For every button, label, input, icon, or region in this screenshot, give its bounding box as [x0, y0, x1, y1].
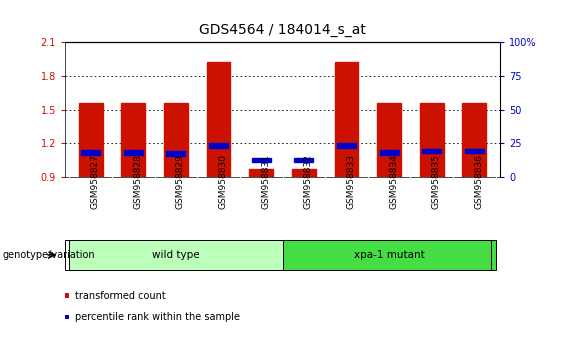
Text: GSM958835: GSM958835	[432, 154, 441, 210]
Text: xpa-1 mutant: xpa-1 mutant	[354, 250, 424, 260]
Bar	[249, 169, 273, 177]
Bar	[209, 143, 228, 148]
Bar	[79, 103, 102, 177]
Text: GSM958827: GSM958827	[90, 154, 99, 210]
Bar	[81, 150, 100, 155]
Bar	[121, 103, 145, 177]
Text: GSM958834: GSM958834	[389, 154, 398, 210]
Text: GSM958828: GSM958828	[133, 154, 142, 210]
Bar	[465, 149, 484, 154]
Text: wild type: wild type	[152, 250, 199, 260]
Bar	[69, 240, 282, 270]
Bar	[377, 103, 401, 177]
Text: genotype/variation: genotype/variation	[3, 250, 95, 260]
Text: GSM958833: GSM958833	[346, 154, 355, 210]
Text: GSM958831: GSM958831	[261, 154, 270, 210]
Text: GSM958836: GSM958836	[475, 154, 484, 210]
Bar	[167, 151, 185, 156]
Bar	[420, 103, 444, 177]
Text: transformed count: transformed count	[75, 291, 166, 301]
Bar	[124, 150, 142, 155]
Bar	[463, 103, 486, 177]
Bar	[292, 169, 316, 177]
Bar	[282, 240, 496, 270]
Text: GSM958830: GSM958830	[219, 154, 228, 210]
Text: percentile rank within the sample: percentile rank within the sample	[75, 312, 240, 322]
Bar	[294, 158, 313, 162]
Bar	[337, 143, 356, 148]
Bar	[423, 149, 441, 154]
Bar	[380, 150, 398, 155]
Text: GDS4564 / 184014_s_at: GDS4564 / 184014_s_at	[199, 23, 366, 37]
Text: GSM958829: GSM958829	[176, 154, 185, 210]
Bar	[334, 62, 358, 177]
Text: GSM958832: GSM958832	[304, 154, 313, 210]
Bar	[164, 103, 188, 177]
Bar	[252, 158, 271, 162]
Bar	[207, 62, 231, 177]
